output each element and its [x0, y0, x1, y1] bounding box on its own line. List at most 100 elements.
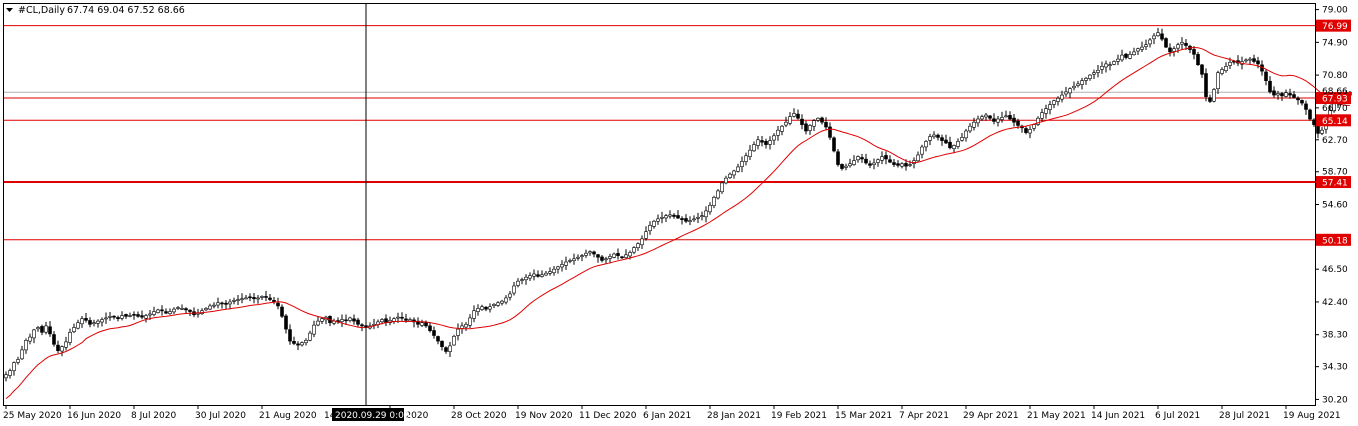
candle-body [1124, 53, 1128, 58]
candle-body [1080, 80, 1084, 85]
candle-body [1280, 93, 1284, 97]
candle-body [900, 163, 904, 167]
candle-body [476, 308, 480, 312]
level-price-tag [1316, 176, 1351, 189]
candle-body [1152, 35, 1156, 40]
candle-body [1072, 85, 1076, 89]
candle-body [1008, 115, 1012, 120]
candle-body [964, 130, 968, 139]
candle-body [740, 161, 744, 168]
candle-body [1064, 91, 1068, 95]
candle-body [1208, 97, 1212, 102]
candle-body [764, 141, 768, 145]
candle-body [4, 374, 8, 379]
candle-body [548, 271, 552, 274]
y-tick-label: 74.90 [1322, 38, 1348, 48]
candle-body [760, 140, 764, 143]
candle-body [48, 326, 52, 335]
candle-body [28, 336, 32, 342]
candle-body [1264, 71, 1268, 81]
candle-body [400, 316, 404, 319]
candle-body [1140, 46, 1144, 50]
crosshair-date-tag: 14 2020.09.29 0:00 [324, 408, 410, 421]
candle-body [1176, 44, 1180, 49]
candle-body [984, 114, 988, 118]
x-tick-label: 11 Dec 2020 [579, 411, 637, 421]
candle-body [524, 276, 528, 281]
candle-body [580, 255, 584, 257]
x-tick-label: 6 Jul 2021 [1155, 411, 1200, 421]
candle-body [1060, 94, 1064, 100]
candle-body [24, 339, 28, 351]
candle-body [96, 320, 100, 324]
candle-body [16, 359, 20, 363]
candle-body [652, 220, 656, 227]
candle-body [8, 370, 12, 376]
candle-body [1320, 129, 1324, 134]
candle-body [440, 340, 444, 347]
y-tick-label: 30.20 [1322, 395, 1348, 405]
candle-body [164, 311, 168, 314]
candle-body [176, 307, 180, 309]
chart-header[interactable]: #CL,Daily 67.74 69.04 67.52 68.66 [6, 5, 185, 16]
y-tick-label: 70.80 [1322, 71, 1348, 81]
candle-body [220, 302, 224, 305]
candle-body [136, 314, 140, 317]
candle-body [712, 197, 716, 206]
candle-body [720, 182, 724, 193]
candle-body [976, 118, 980, 124]
candle-body [880, 156, 884, 161]
candle-body [156, 309, 160, 313]
candle-body [1144, 44, 1148, 47]
candle-body [256, 297, 260, 300]
candle-body [212, 304, 216, 307]
candle-body [1052, 100, 1056, 105]
candle-body [716, 190, 720, 199]
level-price-label: 57.41 [1322, 179, 1348, 189]
candle-body [932, 134, 936, 138]
candle-body [112, 315, 116, 318]
candle-body [320, 318, 324, 322]
candle-body [564, 261, 568, 266]
collapse-triangle-icon[interactable] [6, 8, 13, 12]
candle-body [792, 113, 796, 117]
candle-body [76, 322, 80, 329]
candle-body [304, 339, 308, 344]
time-axis[interactable]: 25 May 2020 16 Jun 2020 8 Jul 2020 30 Jul 2… [3, 405, 1341, 421]
y-tick-label: 54.60 [1322, 201, 1348, 211]
candle-body [604, 258, 608, 261]
candle-body [1000, 117, 1004, 120]
candle-body [264, 296, 268, 298]
candle-body [988, 115, 992, 119]
candle-body [516, 280, 520, 286]
candle-body [876, 159, 880, 163]
candle-body [464, 324, 468, 328]
ohlc-values: 67.74 69.04 67.52 68.66 [67, 5, 185, 16]
price-axis[interactable]: 79.0074.9070.8066.7062.7058.7054.6050.50… [1315, 6, 1351, 406]
candle-body [132, 314, 136, 316]
candle-body [684, 218, 688, 222]
candle-body [940, 137, 944, 141]
candle-body [616, 253, 620, 256]
candle-body [184, 308, 188, 311]
x-tick-label: 21 May 2021 [1027, 411, 1086, 421]
candle-body [1044, 108, 1048, 114]
candle-body [872, 162, 876, 165]
candle-body [636, 243, 640, 248]
candle-body [300, 342, 304, 346]
candle-body [44, 325, 48, 333]
candle-body [1136, 48, 1140, 52]
candle-body [56, 344, 60, 351]
candle-body [520, 279, 524, 281]
y-tick-label: 42.40 [1322, 298, 1348, 308]
candle-body [704, 210, 708, 218]
y-tick-label: 58.70 [1322, 168, 1348, 178]
candle-body [208, 305, 212, 310]
candle-body [1244, 59, 1248, 62]
candle-body [1036, 117, 1040, 125]
x-tick-label: 15 Mar 2021 [835, 411, 892, 421]
candle-body [812, 120, 816, 127]
candle-body [404, 318, 408, 321]
